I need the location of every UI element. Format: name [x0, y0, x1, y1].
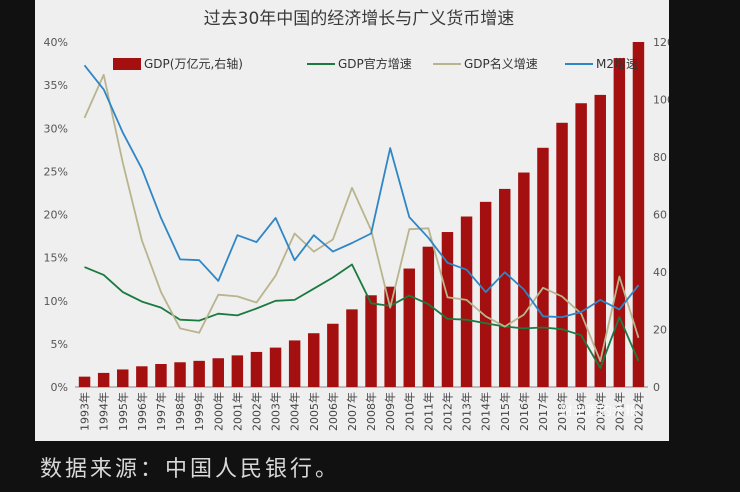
- bar: [231, 355, 244, 387]
- x-tick-label: 2012年: [441, 392, 455, 431]
- bar: [269, 347, 282, 387]
- y-left-tick-label: 0%: [51, 381, 68, 394]
- bar: [441, 232, 454, 387]
- y-left-tick-label: 10%: [44, 295, 68, 308]
- bar: [97, 372, 110, 387]
- bar: [384, 286, 396, 387]
- watermark: 财主家的余粮: [560, 404, 639, 419]
- bar: [460, 216, 473, 387]
- gdp-nominal-growth-line: [83, 73, 640, 363]
- y-left-tick-label: 15%: [44, 252, 68, 265]
- x-tick-label: 2009年: [383, 392, 397, 431]
- chart-title: 过去30年中国的经济增长与广义货币增速: [204, 9, 515, 29]
- source-caption: 数据来源：中国人民银行。: [40, 457, 341, 482]
- legend-label: GDP官方增速: [338, 56, 412, 71]
- y-right-tick-label: 80: [653, 151, 667, 164]
- bar: [537, 147, 549, 387]
- y-left-tick-label: 40%: [44, 36, 68, 49]
- x-tick-label: 2021年: [612, 392, 626, 431]
- legend-swatch: [113, 58, 141, 70]
- bar: [499, 188, 511, 387]
- x-tick-label: 1997年: [154, 392, 168, 431]
- axes: 0% 5% 10% 15% 20% 25% 30% 35% 40% 0 20 40 60 80 100 120: [44, 36, 669, 394]
- y-right-tick-label: 40: [653, 266, 667, 279]
- bar: [174, 362, 186, 387]
- gdp-real-growth-line: [84, 263, 640, 369]
- bar: [308, 333, 320, 387]
- x-tick-label: 1993年: [78, 392, 92, 431]
- x-tick-label: 2004年: [288, 392, 302, 431]
- bar: [212, 358, 224, 387]
- bar: [403, 268, 415, 387]
- x-tick-label: 2007年: [345, 392, 359, 431]
- bar: [575, 103, 587, 388]
- y-right-tick-label: 100: [653, 94, 669, 107]
- y-left-tick-label: 35%: [44, 79, 68, 92]
- x-tick-label: 2008年: [364, 392, 378, 431]
- chart-svg: 过去30年中国的经济增长与广义货币增速 0% 5% 10% 15% 20% 25% 30% 3…: [44, 9, 669, 431]
- lines: [83, 64, 640, 369]
- x-tick-label: 1999年: [192, 392, 206, 431]
- x-tick-label: 1996年: [135, 392, 149, 431]
- bar: [327, 323, 339, 387]
- bar: [556, 122, 568, 387]
- bar: [346, 309, 358, 387]
- x-tick-label: 2001年: [230, 392, 244, 431]
- x-tick-label: 2020年: [593, 392, 607, 431]
- x-tick-label: 2018年: [555, 392, 569, 431]
- x-tick-label: 2022年: [632, 392, 646, 431]
- x-tick-label: 2013年: [460, 392, 474, 431]
- bar: [365, 295, 377, 387]
- x-tick-label: 2010年: [402, 392, 416, 431]
- x-tick-label: 2005年: [307, 392, 321, 431]
- bar: [518, 172, 530, 387]
- bar: [136, 366, 148, 387]
- x-tick-label: 1995年: [116, 392, 130, 431]
- x-tick-label: 2000年: [211, 392, 225, 431]
- x-tick-label: 2014年: [479, 392, 493, 431]
- y-left-tick-label: 25%: [44, 165, 68, 178]
- m2-growth-line: [83, 64, 640, 319]
- bars: [78, 42, 645, 388]
- bar: [613, 58, 626, 387]
- x-tick-label: 2011年: [421, 392, 435, 431]
- legend: GDP(万亿元,右轴) GDP官方增速 GDP名义增速 M2增速: [113, 56, 638, 71]
- bar: [479, 201, 492, 387]
- x-tick-label: 2015年: [498, 392, 512, 431]
- bar: [594, 94, 606, 388]
- y-right-tick-label: 60: [653, 209, 667, 222]
- legend-label: GDP(万亿元,右轴): [144, 56, 243, 71]
- bar: [117, 369, 129, 387]
- x-tick-labels: 1993年 1994年 1995年 1996年 1997年 1998年 1999年 2000年…: [78, 392, 646, 431]
- bar: [193, 360, 205, 387]
- bar: [155, 364, 167, 387]
- x-tick-label: 2003年: [269, 392, 283, 431]
- x-tick-label: 2002年: [250, 392, 264, 431]
- y-right-tick-label: 20: [653, 324, 667, 337]
- x-tick-label: 1994年: [97, 392, 111, 431]
- x-tick-label: 1998年: [173, 392, 187, 431]
- y-left-tick-label: 5%: [51, 338, 68, 351]
- y-right-tick-label: 0: [653, 381, 660, 394]
- x-tick-label: 2006年: [326, 392, 340, 431]
- bar: [78, 376, 91, 387]
- legend-label: M2增速: [596, 57, 638, 71]
- bar: [288, 340, 301, 387]
- bar: [632, 42, 645, 387]
- y-left-tick-label: 30%: [44, 122, 68, 135]
- x-tick-label: 2019年: [574, 392, 588, 431]
- y-left-tick-label: 20%: [44, 209, 68, 222]
- legend-label: GDP名义增速: [464, 56, 538, 71]
- x-tick-label: 2016年: [517, 392, 531, 431]
- bar: [250, 351, 263, 387]
- chart-panel: 过去30年中国的经济增长与广义货币增速 0% 5% 10% 15% 20% 25% 30% 3…: [35, 0, 669, 441]
- x-tick-label: 2017年: [536, 392, 550, 431]
- y-right-tick-label: 120: [653, 36, 669, 49]
- bar: [422, 246, 435, 387]
